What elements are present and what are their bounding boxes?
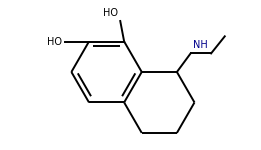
Text: HO: HO (47, 36, 62, 46)
Text: HO: HO (103, 8, 118, 18)
Text: NH: NH (193, 40, 208, 51)
